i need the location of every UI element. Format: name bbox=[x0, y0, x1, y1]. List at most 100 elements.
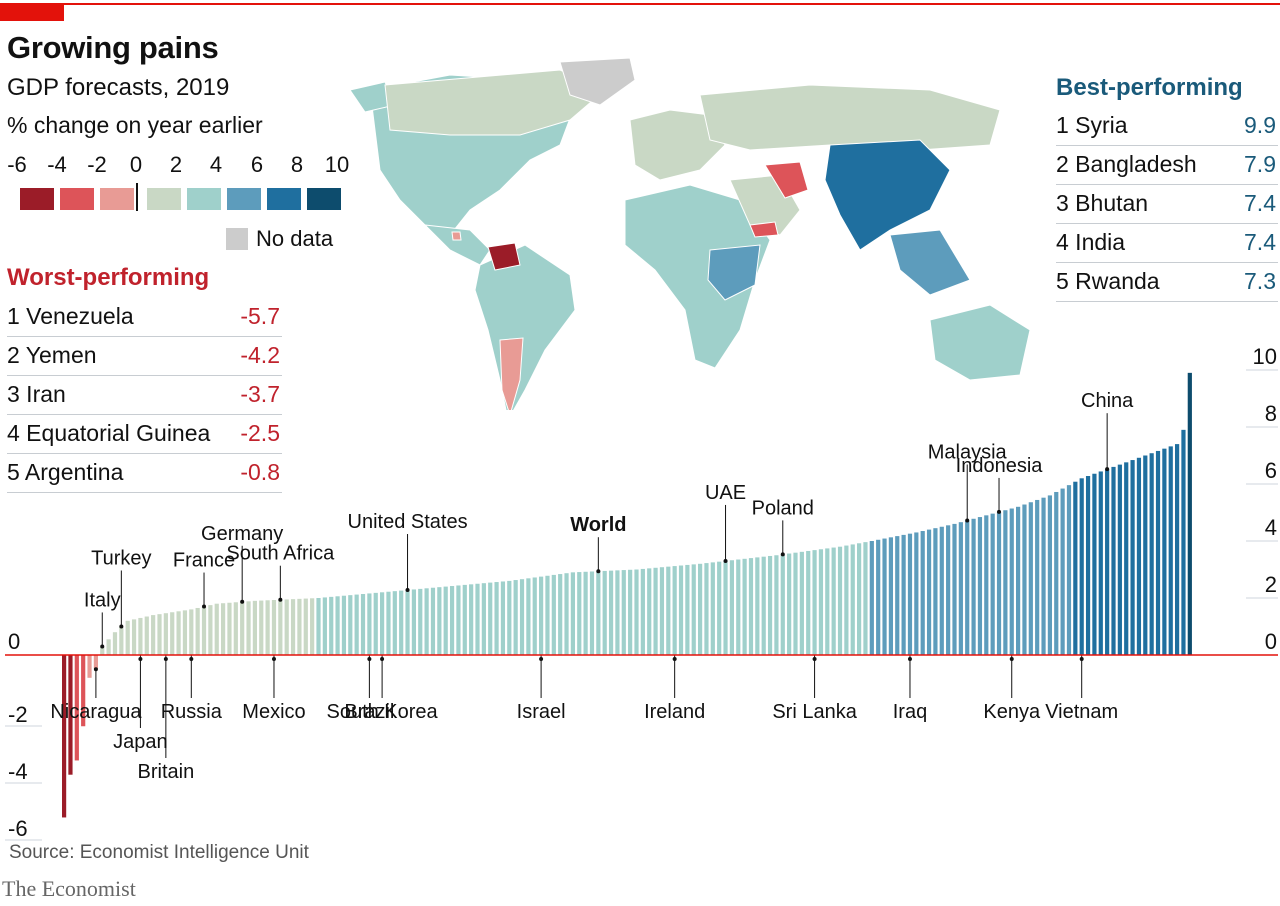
bar-26 bbox=[227, 602, 232, 655]
legend-tick: -4 bbox=[47, 152, 67, 177]
bar-141 bbox=[958, 522, 963, 655]
bar-133 bbox=[907, 533, 913, 655]
best-heading: Best-performing bbox=[1056, 74, 1243, 101]
leader-dot bbox=[997, 509, 1002, 514]
right-tick-label: 2 bbox=[1265, 572, 1277, 597]
bar-87 bbox=[615, 570, 620, 655]
bar-27 bbox=[233, 602, 238, 655]
left-tick-label: -2 bbox=[8, 702, 28, 727]
bar-154 bbox=[1041, 497, 1046, 655]
bar-61 bbox=[449, 586, 455, 655]
bar-96 bbox=[672, 566, 677, 655]
bar-151 bbox=[1022, 504, 1027, 655]
bar-119 bbox=[818, 549, 824, 655]
bar-23 bbox=[208, 605, 213, 655]
world-map bbox=[349, 57, 1030, 410]
bar-78 bbox=[558, 574, 563, 655]
legend-zero-marker bbox=[136, 183, 138, 211]
growth-value: -4.2 bbox=[240, 342, 280, 368]
red-tab bbox=[0, 3, 64, 21]
bar-170 bbox=[1143, 455, 1148, 655]
map-yemen bbox=[749, 221, 779, 238]
growth-value: 7.4 bbox=[1244, 229, 1276, 255]
map-nicaragua bbox=[451, 231, 462, 241]
bar-137 bbox=[933, 528, 938, 655]
bar-157 bbox=[1060, 488, 1065, 655]
bar-102 bbox=[710, 562, 715, 655]
bar-88 bbox=[621, 570, 626, 655]
growth-value: -3.7 bbox=[240, 381, 280, 407]
bar-53 bbox=[399, 590, 404, 655]
bar-55 bbox=[411, 589, 416, 655]
legend-swatch bbox=[100, 188, 134, 210]
no-data-label: No data bbox=[256, 226, 334, 251]
left-tick-label: -4 bbox=[8, 759, 28, 784]
country-name: 1 Syria bbox=[1056, 112, 1128, 138]
bar-12 bbox=[138, 617, 143, 655]
legend-tick: 6 bbox=[250, 152, 264, 177]
leader-dot bbox=[1105, 467, 1110, 472]
label-poland: Poland bbox=[752, 497, 814, 519]
bar-149 bbox=[1009, 508, 1014, 655]
growth-value: 7.4 bbox=[1244, 190, 1276, 216]
leader-dot bbox=[672, 657, 677, 661]
country-name: 3 Bhutan bbox=[1056, 190, 1149, 216]
bar-109 bbox=[755, 557, 760, 655]
label-japan: Japan bbox=[113, 731, 168, 753]
bar-44 bbox=[341, 595, 347, 655]
bar-136 bbox=[926, 529, 932, 655]
bar-16 bbox=[163, 613, 168, 655]
label-indonesia: Indonesia bbox=[956, 455, 1044, 477]
legend-tick: 4 bbox=[209, 152, 223, 177]
bar-99 bbox=[691, 564, 696, 655]
bar-59 bbox=[437, 587, 442, 655]
bar-82 bbox=[583, 571, 588, 655]
bar-66 bbox=[481, 583, 486, 655]
table-row: 4 India 7.4 bbox=[1056, 225, 1278, 263]
bar-24 bbox=[214, 603, 219, 655]
bar-34 bbox=[278, 599, 283, 655]
legend-swatch bbox=[20, 188, 54, 210]
bar-117 bbox=[806, 550, 811, 655]
bar-62 bbox=[456, 585, 461, 655]
bar-171 bbox=[1149, 453, 1154, 655]
label-united-states: United States bbox=[348, 511, 468, 533]
bar-86 bbox=[608, 570, 614, 655]
leader-dot bbox=[163, 657, 168, 661]
table-row: 2 Bangladesh 7.9 bbox=[1056, 147, 1278, 185]
bar-160 bbox=[1079, 478, 1084, 655]
leader-dot bbox=[367, 657, 372, 661]
bar-80 bbox=[570, 572, 575, 655]
bar-172 bbox=[1155, 450, 1161, 655]
label-iraq: Iraq bbox=[893, 701, 927, 723]
bar-35 bbox=[284, 599, 289, 655]
bar-159 bbox=[1073, 481, 1078, 655]
best-table: 1 Syria 9.9 2 Bangladesh 7.9 3 Bhutan 7.4 4… bbox=[1056, 108, 1278, 303]
bar-94 bbox=[659, 567, 665, 655]
label-italy: Italy bbox=[84, 589, 121, 611]
country-name: 2 Yemen bbox=[7, 342, 97, 368]
map-south-america bbox=[474, 244, 576, 410]
bar-127 bbox=[869, 541, 874, 655]
legend-tick: -2 bbox=[87, 152, 107, 177]
bar-18 bbox=[176, 611, 181, 655]
bar-156 bbox=[1054, 491, 1059, 655]
bar-125 bbox=[857, 543, 862, 655]
table-row: 3 Bhutan 7.4 bbox=[1056, 186, 1278, 224]
growth-value: 7.3 bbox=[1244, 268, 1276, 294]
bar-140 bbox=[952, 523, 957, 655]
leader-dot bbox=[812, 657, 817, 661]
bar-135 bbox=[920, 531, 925, 655]
right-tick-label: 6 bbox=[1265, 458, 1277, 483]
bar-29 bbox=[246, 601, 251, 655]
bar-93 bbox=[653, 567, 658, 655]
no-data-swatch bbox=[226, 228, 248, 250]
bar-145 bbox=[984, 515, 989, 655]
bar-90 bbox=[634, 569, 639, 655]
bar-147 bbox=[996, 511, 1002, 655]
leader-dot bbox=[380, 657, 385, 661]
table-row: 5 Rwanda 7.3 bbox=[1056, 264, 1278, 302]
bar-118 bbox=[812, 550, 817, 655]
bar-11 bbox=[131, 619, 137, 655]
bar-58 bbox=[430, 587, 436, 655]
